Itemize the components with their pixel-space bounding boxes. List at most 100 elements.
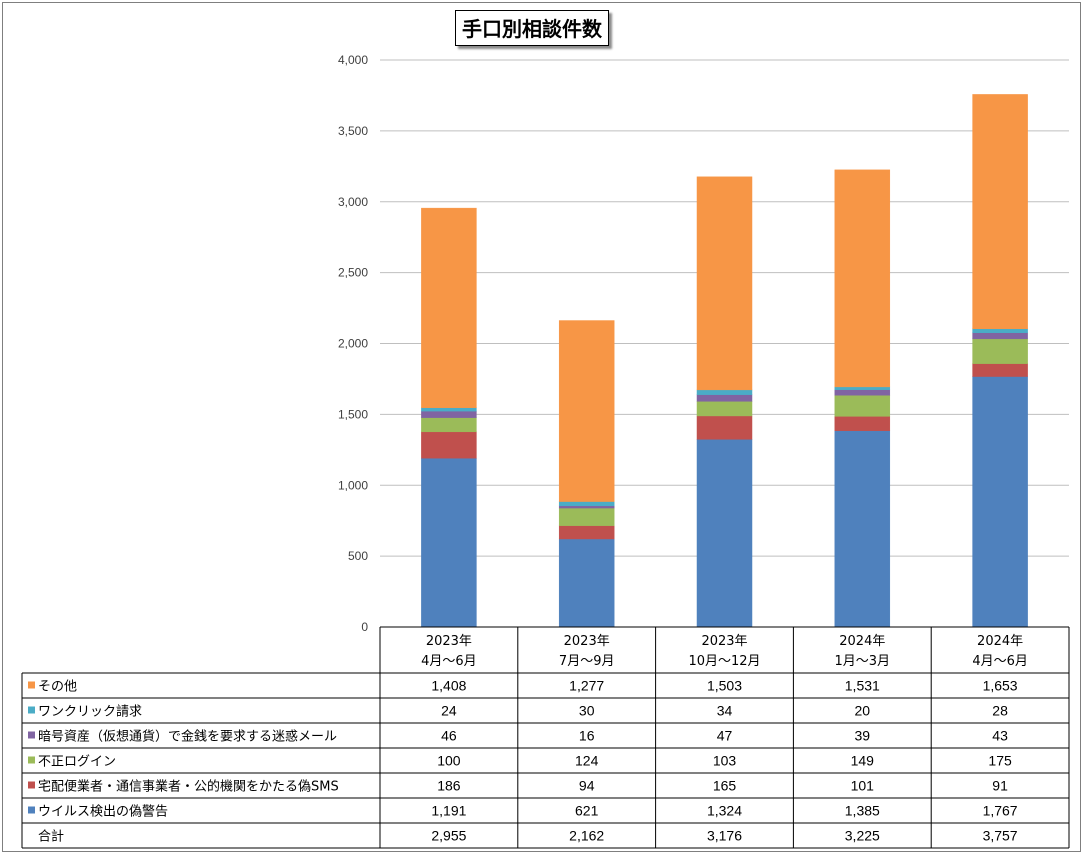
legend-swatch [28, 781, 35, 789]
bar-segment [558, 525, 615, 540]
bar-segment [696, 415, 753, 440]
data-label: 124 [575, 753, 599, 769]
data-label: 20 [855, 703, 871, 719]
y-tick-label: 2,500 [338, 266, 368, 280]
bar-segment [972, 332, 1028, 340]
total-value: 2,955 [431, 828, 466, 844]
total-value: 3,757 [983, 828, 1018, 844]
bar-segment [421, 207, 477, 408]
data-label: 39 [855, 728, 871, 744]
y-tick-label: 3,000 [338, 195, 368, 209]
data-label: 30 [579, 703, 595, 719]
data-label: 1,191 [431, 803, 466, 819]
bar-segment [558, 320, 615, 502]
x-tick-label: 1月～3月 [835, 654, 891, 669]
legend-label: 宅配便業者・通信事業者・公的機関をかたる偽SMS [38, 779, 339, 795]
data-label: 43 [992, 728, 1008, 744]
total-value: 2,162 [569, 828, 604, 844]
total-label: 合計 [38, 829, 64, 845]
y-tick-label: 0 [361, 620, 368, 634]
data-label: 1,408 [431, 678, 466, 694]
x-tick-label: 4月～6月 [421, 654, 477, 669]
x-tick-label: 2023年 [426, 634, 472, 649]
bar-segment [972, 376, 1028, 628]
data-label: 1,324 [707, 803, 742, 819]
legend-label: その他 [38, 680, 77, 695]
legend-swatch [28, 681, 35, 689]
legend-swatch [28, 756, 35, 764]
y-tick-label: 500 [348, 549, 368, 563]
bar-segment [421, 410, 477, 418]
legend-label: 暗号資産（仮想通貨）で金銭を要求する迷惑メール [38, 729, 337, 745]
y-tick-label: 1,500 [338, 407, 368, 421]
bar-segment [696, 389, 753, 395]
legend-swatch [28, 806, 35, 814]
bar-segment [834, 169, 891, 388]
bar-segment [558, 501, 615, 507]
data-label: 28 [992, 703, 1008, 719]
data-label: 103 [713, 753, 737, 769]
x-tick-label: 2024年 [977, 634, 1023, 649]
chart-title: 手口別相談件数 [455, 10, 609, 46]
bar-segment [972, 328, 1028, 333]
data-label: 186 [437, 778, 461, 794]
bar-segment [834, 389, 891, 396]
bar-segment [834, 430, 891, 628]
data-label: 175 [988, 753, 1012, 769]
bar-segment [558, 538, 615, 628]
total-value: 3,176 [707, 828, 742, 844]
bar-segment [696, 439, 753, 628]
x-tick-label: 2023年 [701, 634, 747, 649]
bar-segment [972, 363, 1028, 377]
bar-segment [972, 338, 1028, 364]
bar-segment [834, 386, 891, 390]
data-label: 165 [713, 778, 737, 794]
bar-segment [421, 417, 477, 433]
legend-swatch [28, 731, 35, 739]
data-label: 34 [717, 703, 733, 719]
data-label: 1,277 [569, 678, 604, 694]
data-label: 1,653 [983, 678, 1018, 694]
legend-swatch [28, 706, 35, 714]
bar-segment [972, 94, 1028, 330]
x-tick-label: 10月～12月 [688, 654, 760, 669]
legend-label: 不正ログイン [38, 755, 116, 770]
data-label: 621 [575, 803, 599, 819]
legend-label: ウイルス検出の偽警告 [38, 804, 168, 820]
bar-segment [834, 394, 891, 417]
bar-segment [834, 416, 891, 431]
total-value: 3,225 [845, 828, 880, 844]
data-label: 1,385 [845, 803, 880, 819]
bar-segment [558, 505, 615, 509]
x-tick-label: 2024年 [839, 634, 885, 649]
data-label: 24 [441, 703, 457, 719]
bar-segment [696, 394, 753, 402]
bar-segment [421, 407, 477, 412]
x-tick-label: 4月～6月 [972, 654, 1028, 669]
data-label: 91 [992, 778, 1008, 794]
x-tick-label: 2023年 [564, 634, 610, 649]
data-label: 47 [717, 728, 733, 744]
legend-label: ワンクリック請求 [38, 705, 142, 720]
data-label: 101 [851, 778, 875, 794]
y-tick-label: 3,500 [338, 124, 368, 138]
data-label: 149 [851, 753, 875, 769]
bar-segment [421, 457, 477, 628]
data-label: 1,767 [983, 803, 1018, 819]
bar-segment [558, 507, 615, 526]
data-label: 1,503 [707, 678, 742, 694]
data-label: 100 [437, 753, 461, 769]
x-tick-label: 7月～9月 [559, 654, 615, 669]
bar-segment [421, 431, 477, 459]
bar-segment [696, 176, 753, 391]
data-label: 16 [579, 728, 595, 744]
data-label: 94 [579, 778, 595, 794]
data-label: 1,531 [845, 678, 880, 694]
y-tick-label: 2,000 [338, 337, 368, 351]
y-tick-label: 4,000 [338, 53, 368, 67]
bar-segment [696, 401, 753, 417]
y-tick-label: 1,000 [338, 478, 368, 492]
data-label: 46 [441, 728, 457, 744]
